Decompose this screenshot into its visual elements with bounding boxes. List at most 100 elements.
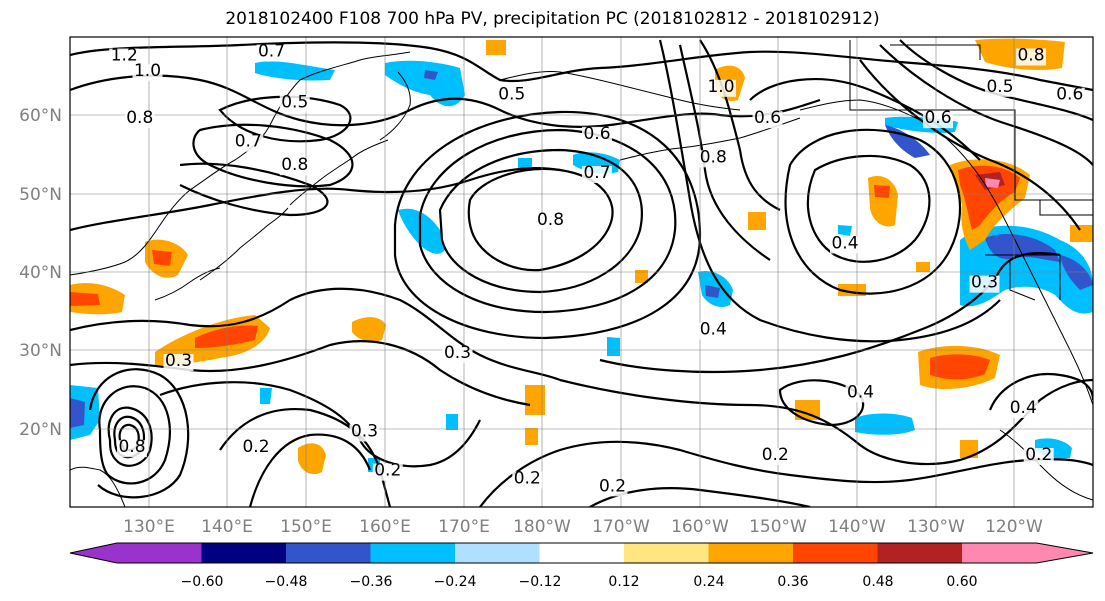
contour-label: 0.3	[971, 273, 998, 293]
contour-label: 0.8	[281, 155, 308, 175]
colorbar-ticks: −0.60 −0.48 −0.36 −0.24 −0.12 0.12 0.24 …	[181, 574, 978, 590]
pv-contour	[248, 433, 372, 507]
precip-patch	[874, 185, 890, 198]
contour-label-bg	[372, 463, 403, 481]
pv-contour	[219, 408, 392, 507]
contour-label: 0.3	[165, 351, 192, 371]
latitude-ticks: 20°N 30°N 40°N 50°N 60°N	[19, 106, 62, 440]
contour-label: 0.5	[986, 77, 1013, 97]
colorbar-bin	[370, 543, 456, 563]
contour-label-bg	[985, 79, 1015, 97]
precip-patch	[70, 292, 100, 306]
precip-patch	[352, 317, 386, 342]
precip-patch	[255, 61, 335, 81]
contour-label: 0.7	[235, 132, 262, 152]
precip-patch	[525, 428, 538, 445]
precip-patch	[607, 337, 620, 356]
pv-contour	[107, 406, 153, 467]
lat-tick-label: 40°N	[19, 263, 62, 283]
lat-tick-label: 50°N	[19, 185, 62, 205]
contour-label-bg	[117, 440, 147, 458]
contour-label-bg	[752, 111, 783, 129]
lon-tick-label: 180°W	[513, 517, 571, 537]
colorbar	[69, 542, 1094, 564]
precip-patch	[930, 354, 990, 380]
contour-label: 0.5	[281, 93, 308, 113]
contour-label: 0.6	[583, 124, 610, 144]
coastline	[849, 40, 1093, 201]
colorbar-tick-label: −0.12	[519, 574, 562, 590]
contour-label: 1.2	[111, 46, 138, 66]
precip-patch	[1070, 225, 1093, 242]
colorbar-bin	[708, 543, 794, 563]
contour-label-bg	[1008, 401, 1039, 418]
contour-label-bg	[760, 448, 791, 465]
contour-label: 0.4	[847, 382, 874, 402]
contour-label: 0.4	[700, 320, 727, 340]
lon-tick-label: 160°W	[671, 517, 729, 537]
contour-label-bg	[109, 48, 140, 66]
contour-label: 0.2	[762, 445, 789, 465]
colorbar-outline	[69, 542, 1094, 564]
pv-contour	[70, 287, 561, 382]
precip-patch	[195, 325, 258, 348]
lon-tick-label: 130°E	[123, 517, 175, 537]
contour-label-bg	[132, 64, 163, 82]
contour-label: 0.5	[498, 85, 525, 105]
contour-label: 1.0	[707, 77, 734, 97]
lat-tick-label: 20°N	[19, 420, 62, 440]
colorbar-extend-high	[962, 543, 1093, 563]
pv-contour	[479, 440, 1093, 507]
colorbar-bin	[793, 543, 878, 563]
pv-contours	[70, 39, 1093, 507]
colorbar-bin	[539, 543, 625, 563]
pv-contour	[192, 123, 354, 188]
precip-patch	[385, 60, 465, 107]
contour-label: 0.3	[351, 422, 378, 442]
lon-tick-label: 140°W	[828, 517, 886, 537]
contour-label-bg	[845, 385, 876, 403]
pv-contour	[70, 166, 561, 232]
contour-label-bg	[279, 95, 310, 113]
pv-contour	[749, 78, 981, 161]
lon-tick-label: 170°W	[592, 517, 650, 537]
contour-label: 0.8	[118, 437, 145, 457]
lon-tick-label: 150°W	[749, 517, 807, 537]
lon-tick-label: 160°E	[359, 517, 411, 537]
coastlines	[70, 40, 1093, 507]
precip-patch	[398, 208, 445, 254]
coastline	[1039, 200, 1093, 216]
colorbar-tick-label: 0.12	[608, 574, 639, 590]
lon-tick-label: 140°E	[201, 517, 253, 537]
contour-label: 0.2	[374, 461, 401, 481]
pv-contour	[98, 385, 171, 485]
precip-patch	[985, 178, 1000, 188]
precip-patch	[960, 440, 978, 458]
lon-tick-label: 150°E	[280, 517, 332, 537]
contour-label-bg	[830, 236, 860, 254]
contour-label: 0.2	[242, 437, 269, 457]
coastline	[985, 254, 1061, 300]
precip-patch	[705, 285, 720, 298]
contour-label: 0.8	[700, 147, 727, 167]
coastline	[890, 44, 981, 60]
coastline	[154, 267, 221, 301]
lon-tick-label: 120°W	[985, 517, 1043, 537]
contour-label-bg	[496, 87, 527, 105]
contour-label-bg	[923, 111, 953, 129]
pv-contour	[658, 39, 1001, 343]
pv-contour	[418, 128, 677, 314]
contour-label: 0.6	[924, 108, 951, 128]
precip-patch	[70, 398, 85, 428]
pv-contour	[70, 74, 821, 128]
contour-label-bg	[124, 111, 155, 129]
longitude-ticks: 130°E 140°E 150°E 160°E 170°E 180°W 170°…	[123, 517, 1043, 537]
colorbar-tick-label: −0.60	[181, 574, 224, 590]
coastline	[70, 466, 126, 507]
contour-label-bg	[582, 126, 612, 144]
colorbar-tick-label: −0.36	[350, 574, 393, 590]
lat-tick-label: 60°N	[19, 106, 62, 126]
contour-label: 0.8	[126, 108, 153, 128]
coastline	[289, 139, 389, 206]
